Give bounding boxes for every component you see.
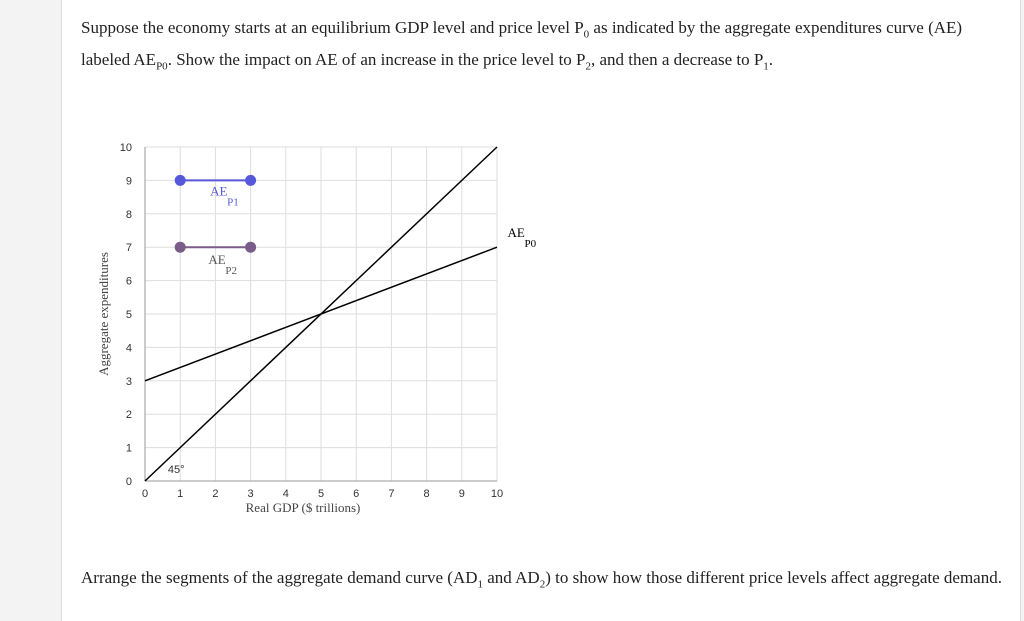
instructions-text-part: Arrange the segments of the aggregate de… [81,568,478,587]
angle-45-label: 45° [168,464,185,476]
x-tick-label: 1 [177,488,183,500]
y-tick-label: 0 [126,476,132,488]
x-axis-title: Real GDP ($ trillions) [246,500,361,515]
chart-grid [144,146,498,482]
x-tick-label: 3 [248,488,254,500]
question-text: Suppose the economy starts at an equilib… [81,15,1006,80]
y-tick-label: 9 [126,175,132,187]
y-tick-label: 4 [126,342,132,354]
y-tick-label: 5 [126,309,132,321]
y-tick-label: 10 [120,142,132,154]
subscript: 2 [539,578,546,591]
x-tick-label: 7 [388,488,394,500]
subscript: 1 [763,60,769,73]
subscript: P0 [156,60,168,73]
instructions-text: Arrange the segments of the aggregate de… [81,565,1006,597]
curve-label-subscript: P2 [225,265,237,277]
instructions-text-part: ) to show how those different price leve… [545,568,1002,587]
segment-endpoint-handle[interactable] [174,174,186,186]
subscript: 2 [585,60,592,73]
x-tick-label: 9 [459,488,465,500]
x-tick-label: 10 [491,488,503,500]
question-text-part: , and then a decrease to P [591,50,764,70]
x-tick-label: 8 [424,488,430,500]
y-tick-label: 1 [126,443,132,455]
question-text-part: . [768,50,774,70]
subscript: 1 [477,578,484,591]
y-axis-title: Aggregate expenditures [96,252,111,376]
question-card: Suppose the economy starts at an equilib… [61,0,1021,621]
ae-line[interactable] [144,246,498,382]
curve-label-subscript: P1 [227,196,239,208]
x-tick-label: 6 [353,488,359,500]
question-text-part: . Show the impact on AE of an increase i… [167,50,586,70]
segment-endpoint-handle[interactable] [174,241,186,253]
curve-label-main: AE [508,225,525,240]
question-text-part: Suppose the economy starts at an equilib… [81,18,584,37]
curve-label-main: AE [210,183,227,198]
segment-endpoint-handle[interactable] [245,241,257,253]
x-tick-label: 5 [318,488,324,500]
instructions-text-part: and AD [483,568,540,587]
y-tick-label: 7 [126,242,132,254]
x-tick-label: 2 [212,488,218,500]
y-tick-label: 2 [126,409,132,421]
x-tick-label: 0 [142,488,148,500]
curve-label-subscript: P0 [525,238,537,250]
chart-tick-labels: 0 1 2 3 4 5 6 7 8 9 10 0 1 2 3 4 5 6 7 8 9 10 [120,142,503,500]
y-tick-label: 8 [126,209,132,221]
x-tick-label: 4 [283,488,289,500]
subscript: 0 [583,28,590,41]
question-text-part: as indicated by the aggregate expenditur… [81,18,963,70]
segment-endpoint-handle[interactable] [245,174,257,186]
y-tick-label: 6 [126,276,132,288]
y-tick-label: 3 [126,376,132,388]
series-1[interactable]: AEP0 [144,225,537,382]
curve-label-main: AE [208,252,225,267]
